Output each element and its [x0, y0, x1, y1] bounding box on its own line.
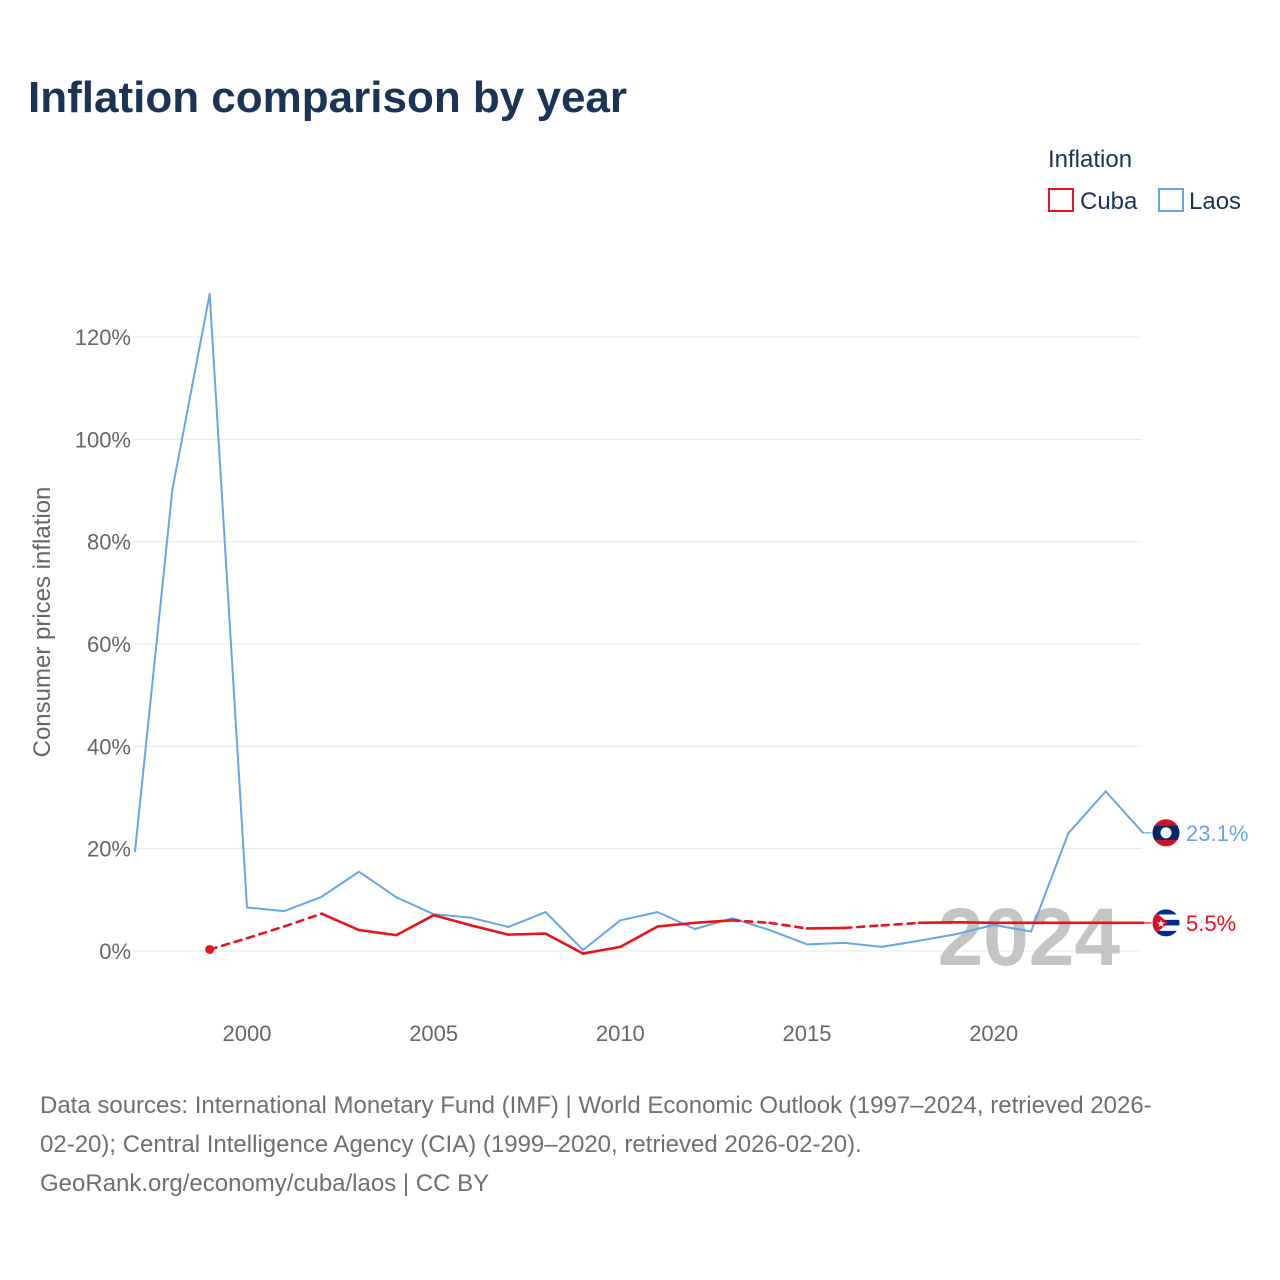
- x-axis-ticks: 2000 2005 2010 2015 2020: [223, 1021, 1019, 1046]
- y-tick-label: 20%: [87, 837, 131, 862]
- series-laos-segment: [656, 911, 696, 930]
- legend-swatch-cuba: [1048, 188, 1074, 212]
- series-laos-segment: [1104, 790, 1144, 834]
- series-laos-segment: [955, 923, 995, 936]
- series-laos-segment: [1030, 832, 1070, 933]
- end-markers: 23.1% ★ 5.5%: [1143, 818, 1248, 938]
- legend: Inflation Cuba Laos: [1048, 146, 1241, 215]
- legend-item-laos[interactable]: Laos: [1158, 188, 1241, 215]
- series-laos-segment: [358, 870, 398, 899]
- series-cuba-segment: [917, 921, 958, 925]
- series-cuba-segment: [507, 932, 547, 936]
- series-laos-segment: [1067, 790, 1107, 835]
- legend-swatch-laos: [1158, 188, 1184, 212]
- end-marker-laos: 23.1%: [1143, 818, 1248, 848]
- series-laos-segment: [843, 941, 883, 948]
- series-laos-segment: [806, 941, 846, 946]
- y-axis-ticks: 0% 20% 40% 60% 80% 100% 120%: [75, 325, 131, 964]
- y-tick-label: 40%: [87, 734, 131, 759]
- legend-label-laos: Laos: [1189, 188, 1241, 215]
- y-tick-label: 120%: [75, 325, 131, 350]
- series-laos-segment: [208, 293, 248, 909]
- legend-title: Inflation: [1048, 146, 1132, 173]
- gridlines: [133, 336, 1142, 952]
- x-tick-label: 2010: [596, 1021, 645, 1046]
- series-laos-segment: [918, 933, 958, 942]
- series-cuba-segment: [619, 925, 659, 949]
- series-laos-segment: [619, 911, 659, 922]
- y-tick-label: 60%: [87, 632, 131, 657]
- svg-text:★: ★: [1157, 919, 1166, 930]
- cuba-flag-icon: ★: [1151, 908, 1181, 938]
- series-laos-segment: [582, 919, 622, 951]
- series-cuba-segment: [955, 921, 995, 925]
- series-cuba-segment: [432, 913, 473, 927]
- series-laos-segment: [283, 895, 323, 913]
- series-cuba-segment: [283, 912, 323, 928]
- series-cuba-segment: [581, 945, 622, 955]
- series-laos-segment: [432, 913, 472, 919]
- series-laos-segment: [246, 906, 286, 913]
- series-cuba-segment: [693, 918, 734, 925]
- series-laos-segment: [768, 929, 808, 946]
- series-laos-segment: [171, 293, 211, 491]
- series-cuba-segment: [357, 928, 398, 937]
- laos-flag-icon: [1151, 818, 1181, 848]
- x-tick-label: 2020: [969, 1021, 1018, 1046]
- series-cuba-segment: [320, 912, 361, 932]
- series-laos-segment: [880, 939, 920, 948]
- series-cuba-segment: [656, 921, 697, 928]
- footer-credit-link[interactable]: GeoRank.org/economy/cuba/laos | CC BY: [40, 1170, 489, 1197]
- series-cuba: [205, 912, 1145, 955]
- y-tick-label: 0%: [99, 939, 131, 964]
- series-cuba-segment: [208, 936, 249, 951]
- series-laos-segment: [470, 916, 510, 928]
- series-lines: [134, 293, 1145, 955]
- series-cuba-segment: [768, 921, 809, 930]
- series-laos-segment: [544, 911, 584, 951]
- y-tick-label: 80%: [87, 530, 131, 555]
- series-cuba-segment: [469, 924, 510, 936]
- footer: Data sources: International Monetary Fun…: [40, 1092, 1152, 1197]
- series-laos-segment: [395, 896, 435, 916]
- series-cuba-segment: [843, 924, 883, 930]
- legend-item-cuba[interactable]: Cuba: [1048, 188, 1138, 215]
- footer-sources-line-2: 02-20); Central Intelligence Agency (CIA…: [40, 1131, 862, 1158]
- x-tick-label: 2005: [409, 1021, 458, 1046]
- series-laos-segment: [134, 488, 174, 853]
- x-tick-label: 2015: [783, 1021, 832, 1046]
- end-value-label-laos: 23.1%: [1186, 821, 1248, 846]
- series-cuba-start-point: [205, 944, 215, 954]
- series-laos-segment: [992, 923, 1032, 933]
- series-cuba-segment: [245, 925, 286, 940]
- series-cuba-segment: [880, 921, 921, 927]
- x-tick-label: 2000: [223, 1021, 272, 1046]
- y-tick-label: 100%: [75, 427, 131, 452]
- series-laos-segment: [320, 870, 360, 898]
- series-cuba-segment: [395, 913, 435, 937]
- series-laos: [134, 293, 1144, 951]
- end-value-label-cuba: 5.5%: [1186, 911, 1236, 936]
- chart-title: Inflation comparison by year: [28, 73, 627, 122]
- end-marker-cuba: ★ 5.5%: [1143, 908, 1236, 938]
- series-cuba-segment: [805, 926, 846, 930]
- footer-sources-line-1: Data sources: International Monetary Fun…: [40, 1092, 1152, 1119]
- series-cuba-segment: [544, 932, 585, 955]
- series-laos-segment: [507, 911, 547, 928]
- year-watermark: 2024: [938, 892, 1121, 983]
- legend-label-cuba: Cuba: [1080, 188, 1138, 215]
- series-cuba-segment: [731, 918, 771, 925]
- y-axis-label: Consumer prices inflation: [29, 487, 56, 758]
